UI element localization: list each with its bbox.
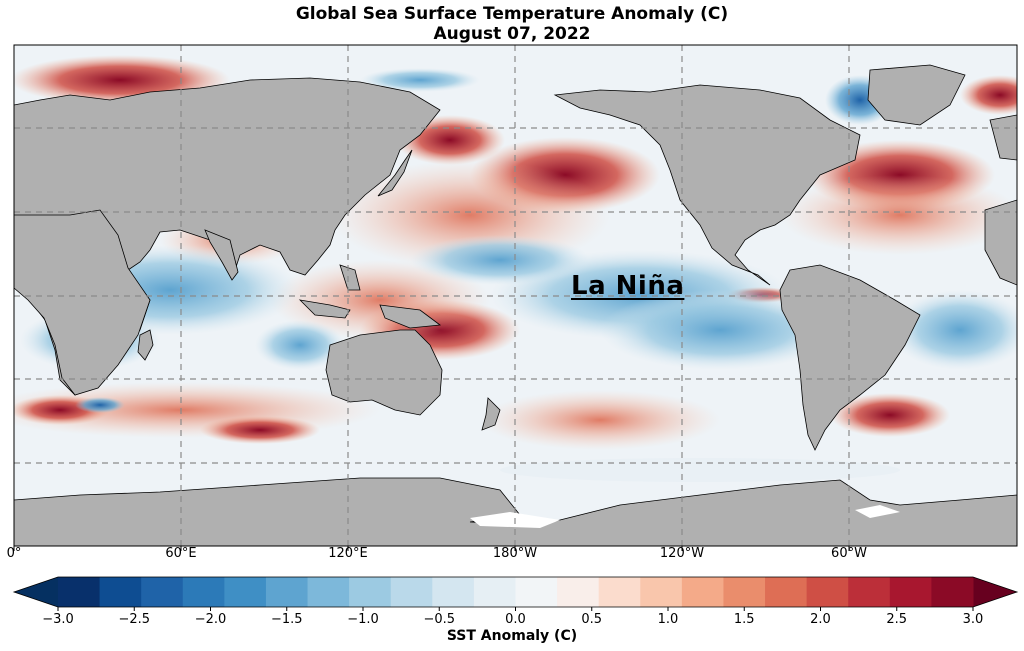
colorbar-tick-label: 3.0 xyxy=(962,612,984,627)
la-nina-annotation: La Niña xyxy=(571,271,685,301)
colorbar-swatch xyxy=(473,577,516,607)
colorbar-tick-label: −1.0 xyxy=(347,612,379,627)
colorbar-extend-high xyxy=(973,577,1017,607)
colorbar-swatch xyxy=(307,577,350,607)
land-masses xyxy=(14,64,1017,546)
colorbar-swatch xyxy=(224,577,267,607)
colorbar-swatch xyxy=(806,577,849,607)
land-greenland xyxy=(867,64,966,126)
land-africa xyxy=(14,209,151,396)
land-south-america xyxy=(779,264,921,451)
x-tick-label: 60°W xyxy=(831,546,867,561)
colorbar-swatch xyxy=(265,577,309,607)
colorbar-extend-low xyxy=(14,577,58,607)
colorbar-swatch xyxy=(141,577,184,607)
colorbar-swatch xyxy=(515,577,558,607)
map-subtitle: August 07, 2022 xyxy=(433,24,591,44)
colorbar-tick-label: 0.5 xyxy=(581,612,603,627)
colorbar-swatch xyxy=(432,577,475,607)
gridlines xyxy=(14,45,1017,546)
land-india xyxy=(204,229,239,281)
colorbar-swatch xyxy=(58,577,101,607)
colorbar xyxy=(12,576,1019,611)
colorbar-swatch xyxy=(931,577,974,607)
colorbar-swatch xyxy=(390,577,433,607)
colorbar-tick-label: 1.0 xyxy=(657,612,679,627)
colorbar-swatch xyxy=(598,577,641,607)
land-new-zealand xyxy=(481,397,501,431)
colorbar-swatch xyxy=(848,577,891,607)
x-tick-label: 0° xyxy=(6,546,22,561)
colorbar-swatch xyxy=(99,577,142,607)
colorbar-swatch xyxy=(640,577,683,607)
x-tick-marks xyxy=(13,546,850,551)
land-north-america xyxy=(553,84,861,286)
colorbar-swatch xyxy=(681,577,724,607)
colorbar-swatch xyxy=(765,577,808,607)
map-title: Global Sea Surface Temperature Anomaly (… xyxy=(295,4,729,24)
colorbar-swatch xyxy=(182,577,225,607)
x-tick-label: 60°E xyxy=(165,546,197,561)
colorbar-tick-label: −0.5 xyxy=(423,612,456,627)
land-madagascar xyxy=(137,329,154,361)
colorbar-tick-label: −2.0 xyxy=(194,612,227,627)
colorbar-tick-label: 0.0 xyxy=(505,612,526,627)
colorbar-tick-label: 2.5 xyxy=(886,612,908,627)
x-tick-label: 120°E xyxy=(328,546,368,561)
colorbar-swatch xyxy=(557,577,600,607)
colorbar-tick-label: −1.5 xyxy=(270,612,303,627)
land-australia xyxy=(325,329,443,416)
x-tick-label: 120°W xyxy=(659,546,705,561)
colorbar-tick-label: 1.5 xyxy=(733,612,755,627)
land-japan xyxy=(377,149,413,197)
x-tick-label: 180°W xyxy=(492,546,538,561)
colorbar-swatch xyxy=(723,577,766,607)
colorbar-tick-label: 2.0 xyxy=(810,612,831,627)
colorbar-label: SST Anomaly (C) xyxy=(446,628,578,644)
colorbar-swatch xyxy=(349,577,392,607)
colorbar-tick-label: −2.5 xyxy=(118,612,151,627)
colorbar-swatch xyxy=(889,577,932,607)
colorbar-tick-label: −3.0 xyxy=(42,612,74,627)
